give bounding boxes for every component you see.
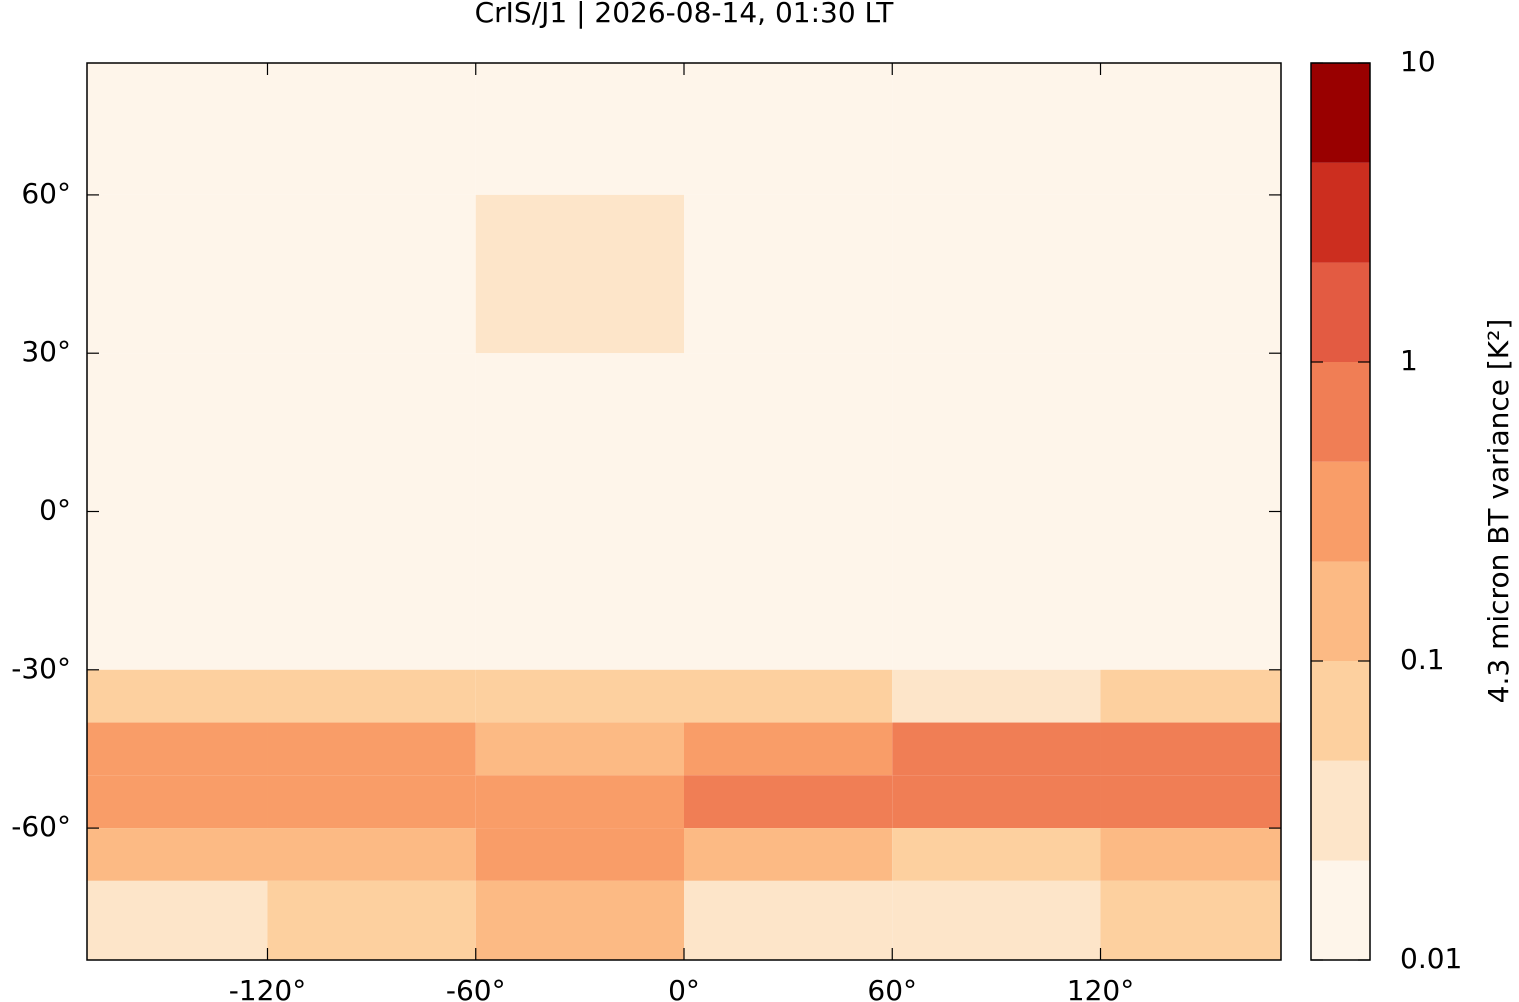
y-tick-label: -60° [11,810,71,843]
heat-cell [684,880,893,960]
heat-cell [475,775,684,829]
heat-cell [684,828,893,881]
heat-cell [1100,353,1281,512]
heat-cell [267,353,476,512]
heat-cell [267,669,476,723]
x-tick-label: 120° [1067,974,1134,1002]
colorbar-level [1311,262,1370,362]
heat-cell [892,511,1101,670]
heat-cell [87,828,268,881]
colorbar-tick-label: 0.1 [1400,643,1445,676]
x-tick-label: 0° [668,974,700,1002]
heat-cell [475,511,684,670]
heat-cell [1100,194,1281,354]
colorbar-level [1311,661,1370,761]
y-tick-label: 30° [21,335,71,368]
heat-cell [475,880,684,960]
heat-cell [892,669,1101,723]
y-tick-label: -30° [11,652,71,685]
y-tick-label: 60° [21,177,71,210]
colorbar-level [1311,561,1370,661]
heat-cell [475,194,684,354]
chart-title: CrIS/J1 | 2026-08-14, 01:30 LT [475,0,895,29]
heat-cell [475,63,684,195]
heat-cell [1100,880,1281,960]
heat-cell [892,722,1101,776]
heat-cell [87,669,268,723]
heat-cell [1100,722,1281,776]
colorbar-level [1311,63,1370,163]
heat-cell [267,775,476,829]
heat-cell [267,722,476,776]
heat-cell [1100,63,1281,195]
heat-cell [684,511,893,670]
plot-area [87,63,1281,960]
heat-cell [892,775,1101,829]
heat-cell [87,511,268,670]
heat-cell [684,63,893,195]
heat-cell [684,722,893,776]
y-tick-label: 0° [39,494,71,527]
colorbar-tick-label: 0.01 [1400,942,1462,975]
heat-cell [87,775,268,829]
x-tick-label: -60° [446,974,506,1002]
heat-cell [87,194,268,354]
heat-cell [267,63,476,195]
heat-cell [87,880,268,960]
colorbar-level [1311,162,1370,263]
heat-cell [87,722,268,776]
colorbar-tick-label: 1 [1400,344,1418,377]
heat-cell [267,828,476,881]
heat-cell [892,353,1101,512]
colorbar-level [1311,860,1370,960]
heat-cell [267,194,476,354]
colorbar-level [1311,461,1370,562]
colorbar-frame [1310,62,1371,961]
heat-cell [892,880,1101,960]
heat-cell [1100,775,1281,829]
heat-cell [684,669,893,723]
heat-cell [475,828,684,881]
heat-cell [1100,828,1281,881]
heat-cell [892,828,1101,881]
heat-cell [267,880,476,960]
heat-cell [684,194,893,354]
heat-cell [1100,511,1281,670]
colorbar-level [1311,760,1370,861]
heat-cell [267,511,476,670]
heat-cell [87,353,268,512]
heat-cell [684,775,893,829]
heat-cell [475,669,684,723]
heat-cell [892,194,1101,354]
colorbar-label: 4.3 micron BT variance [K²] [1482,319,1515,704]
heat-cell [1100,669,1281,723]
colorbar [1311,63,1370,960]
heat-cell [475,722,684,776]
heat-cell [892,63,1101,195]
heat-cell [475,353,684,512]
x-tick-label: -120° [229,974,307,1002]
heat-cell [87,63,268,195]
colorbar-level [1311,362,1370,462]
x-tick-label: 60° [867,974,917,1002]
heat-cell [684,353,893,512]
colorbar-tick-label: 10 [1400,45,1436,78]
